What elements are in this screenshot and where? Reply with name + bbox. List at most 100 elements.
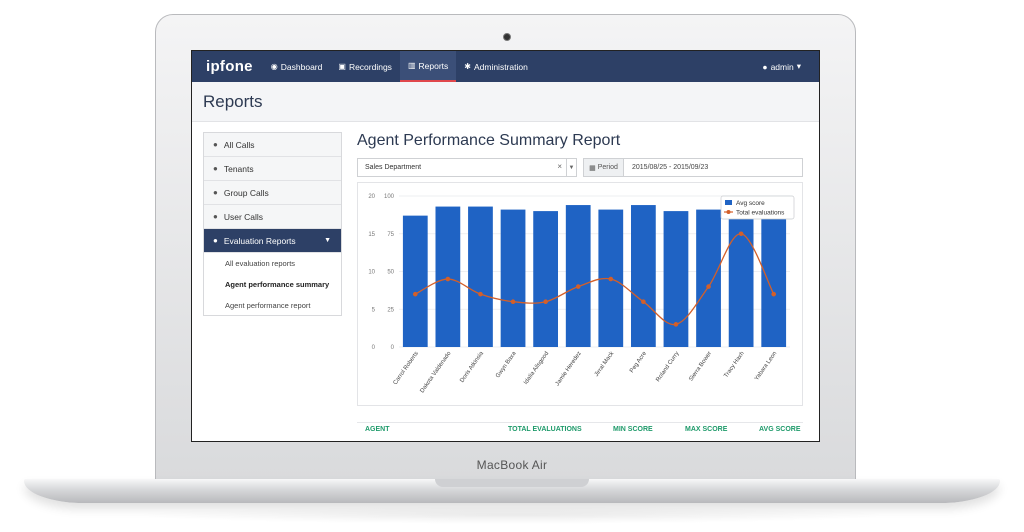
nav-administration[interactable]: ✱ Administration xyxy=(456,51,536,82)
legend-swatch-point xyxy=(726,210,731,214)
user-icon: ● xyxy=(213,188,218,197)
caret-down-icon[interactable]: ▼ xyxy=(566,159,576,176)
period-addon: ▦ Period xyxy=(583,158,624,177)
user-icon: ● xyxy=(213,236,218,245)
line-point xyxy=(706,284,711,289)
line-point xyxy=(575,284,581,289)
y-right-tick-label: 25 xyxy=(387,307,394,313)
sidebar-item-label: Group Calls xyxy=(223,187,269,198)
laptop-notch xyxy=(435,479,589,487)
bar xyxy=(761,214,787,347)
main-content: Agent Performance Summary Report Sales D… xyxy=(357,132,805,441)
sidebar-item-all-calls[interactable]: ● All Calls xyxy=(204,133,341,157)
x-tick-label: Peg Acre xyxy=(629,350,648,374)
bar xyxy=(565,205,591,347)
sidebar-item-group-calls[interactable]: ● Group Calls xyxy=(204,181,341,205)
subitem-agent-performance-summary[interactable]: Agent performance summary xyxy=(225,280,330,289)
nav-recordings-label: Recordings xyxy=(348,61,392,72)
nav-dashboard-label: Dashboard xyxy=(280,61,323,72)
x-tick-label: Dakota Valdenado xyxy=(420,350,453,394)
calendar-icon: ▦ xyxy=(589,164,596,172)
period-input[interactable]: 2015/08/25 - 2015/09/23 xyxy=(623,158,803,177)
bar xyxy=(630,205,656,347)
app-logo[interactable]: ipfone xyxy=(206,58,253,75)
recordings-icon: ▣ xyxy=(338,62,346,71)
nav-reports-label: Reports xyxy=(418,60,449,71)
x-tick-label: Yabara Leon xyxy=(754,351,778,382)
legend-label-avg-score: Avg score xyxy=(736,200,765,207)
y-left-tick-label: 5 xyxy=(372,307,376,313)
user-icon: ● xyxy=(213,164,218,173)
sidebar-item-user-calls[interactable]: ● User Calls xyxy=(204,205,341,229)
sidebar-item-label: Evaluation Reports xyxy=(223,235,296,246)
col-max-score[interactable]: MAX SCORE xyxy=(685,426,728,433)
chevron-down-icon: ▼ xyxy=(324,237,331,244)
col-min-score[interactable]: MIN SCORE xyxy=(613,426,653,433)
line-point xyxy=(738,231,744,237)
line-point xyxy=(543,299,548,304)
bar xyxy=(696,209,721,347)
user-icon: ● xyxy=(762,61,768,72)
camera-icon xyxy=(503,33,511,41)
device-label: MacBook Air xyxy=(476,458,548,472)
legend-box xyxy=(720,195,795,220)
gear-icon: ✱ xyxy=(464,62,471,71)
x-tick-label: Carrol Roberts xyxy=(393,351,420,386)
user-icon: ● xyxy=(213,212,218,221)
line-point xyxy=(510,299,516,304)
y-right-tick-label: 0 xyxy=(391,345,395,351)
line-point xyxy=(478,291,483,297)
col-avg-score[interactable]: AVG SCORE xyxy=(759,426,801,433)
line-point xyxy=(412,291,418,297)
bar xyxy=(533,211,559,347)
y-left-tick-label: 20 xyxy=(368,194,375,200)
bar xyxy=(468,206,493,347)
x-tick-label: Jamie Heredez xyxy=(555,351,583,388)
y-left-tick-label: 10 xyxy=(368,270,375,276)
sidebar-item-evaluation-reports[interactable]: ● Evaluation Reports ▼ xyxy=(204,229,341,253)
bar xyxy=(402,215,428,347)
legend-label-total-evaluations: Total evaluations xyxy=(736,210,785,217)
line-point xyxy=(641,299,646,304)
sidebar-item-label: Tenants xyxy=(223,163,254,174)
legend-swatch-avg-score xyxy=(725,200,732,205)
department-select[interactable]: Sales Department × ▼ xyxy=(357,158,577,177)
bar xyxy=(728,209,754,347)
user-name: admin xyxy=(770,61,794,72)
sidebar-item-tenants[interactable]: ● Tenants xyxy=(204,157,341,181)
x-tick-label: Sierra Bower xyxy=(688,351,713,383)
sidebar-item-label: All Calls xyxy=(223,139,255,150)
period-label: Period xyxy=(597,164,618,171)
x-tick-label: Doris Atkinsia xyxy=(459,350,485,384)
chart-svg: 0 0 25 5 50 10 75 15 100 20 Carrol Roberts Dakota V… xyxy=(368,194,795,394)
page-title: Reports xyxy=(203,92,263,111)
page-header: Reports xyxy=(192,82,819,122)
clear-icon[interactable]: × xyxy=(557,162,562,171)
screen: ipfone ◉ Dashboard ▣ Recordings ▥ Report… xyxy=(191,50,820,442)
department-value: Sales Department xyxy=(365,164,422,171)
performance-chart: 0 0 25 5 50 10 75 15 100 20 Carrol Roberts Dakota V… xyxy=(357,182,803,406)
nav-dashboard[interactable]: ◉ Dashboard xyxy=(263,51,331,82)
sidebar-item-label: User Calls xyxy=(223,211,264,222)
x-tick-label: Gwyn Baxa xyxy=(495,350,518,379)
dashboard-icon: ◉ xyxy=(270,62,278,71)
nav-administration-label: Administration xyxy=(473,61,528,72)
laptop-shadow xyxy=(130,506,894,524)
line-point xyxy=(445,276,451,282)
bar-chart-icon: ▥ xyxy=(407,61,416,70)
nav-reports[interactable]: ▥ Reports xyxy=(399,51,457,82)
col-total-evaluations[interactable]: TOTAL EVALUATIONS xyxy=(508,426,582,433)
user-menu[interactable]: ● admin ▾ xyxy=(762,61,801,72)
y-left-tick-label: 0 xyxy=(372,345,376,351)
line-point xyxy=(771,291,777,297)
bar xyxy=(500,209,526,347)
subitem-agent-performance-report[interactable]: Agent performance report xyxy=(225,301,311,310)
nav-recordings[interactable]: ▣ Recordings xyxy=(330,51,400,82)
subitem-all-evaluation-reports[interactable]: All evaluation reports xyxy=(225,259,296,268)
user-icon: ● xyxy=(213,140,218,149)
y-left-tick-label: 15 xyxy=(368,232,375,238)
line-point xyxy=(673,322,679,327)
caret-down-icon: ▾ xyxy=(796,61,801,71)
x-tick-label: Tracy Haxh xyxy=(723,351,745,379)
col-agent[interactable]: AGENT xyxy=(365,426,390,433)
